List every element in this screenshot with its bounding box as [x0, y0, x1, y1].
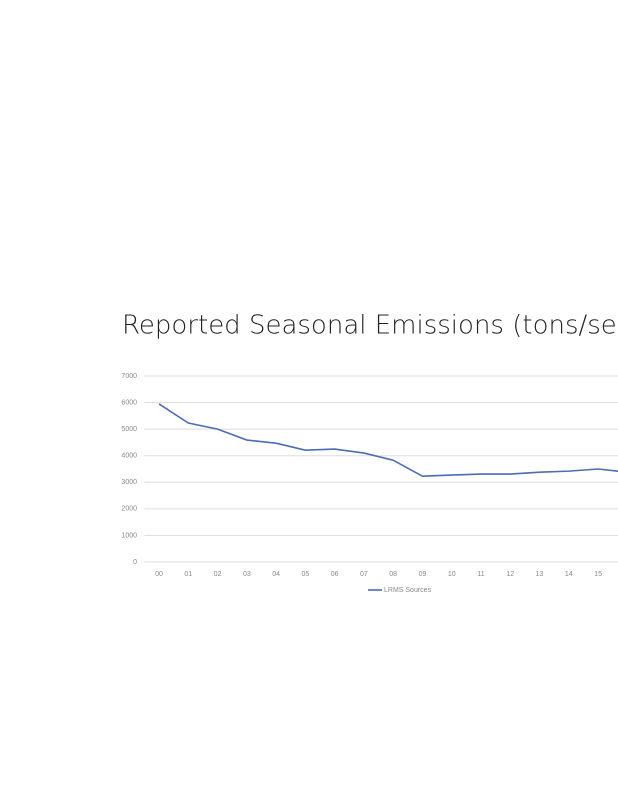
x-tick-label: 01: [184, 571, 192, 578]
x-tick-label: 15: [594, 571, 602, 578]
x-tick-label: 12: [506, 571, 514, 578]
chart-title: Reported Seasonal Emissions (tons/seaso: [122, 311, 618, 341]
legend-label: LRMS Sources: [384, 587, 432, 594]
y-tick-label: 4000: [121, 453, 137, 460]
y-tick-label: 5000: [121, 426, 137, 433]
x-tick-label: 13: [536, 571, 544, 578]
x-tick-label: 03: [243, 571, 251, 578]
x-tick-label: 06: [331, 571, 339, 578]
x-tick-label: 10: [448, 571, 456, 578]
y-tick-label: 0: [133, 559, 137, 566]
x-tick-label: 14: [565, 571, 573, 578]
x-tick-label: 09: [419, 571, 427, 578]
y-tick-label: 3000: [121, 479, 137, 486]
x-tick-label: 07: [360, 571, 368, 578]
y-tick-label: 6000: [121, 399, 137, 406]
x-tick-label: 00: [155, 571, 163, 578]
x-tick-label: 05: [301, 571, 309, 578]
y-tick-label: 7000: [121, 373, 137, 380]
x-tick-label: 11: [477, 571, 484, 578]
x-tick-label: 08: [389, 571, 397, 578]
x-tick-label: 04: [272, 571, 280, 578]
data-line: [158, 403, 618, 477]
y-tick-label: 1000: [121, 532, 137, 539]
x-tick-label: 02: [214, 571, 222, 578]
y-tick-label: 2000: [121, 506, 137, 513]
